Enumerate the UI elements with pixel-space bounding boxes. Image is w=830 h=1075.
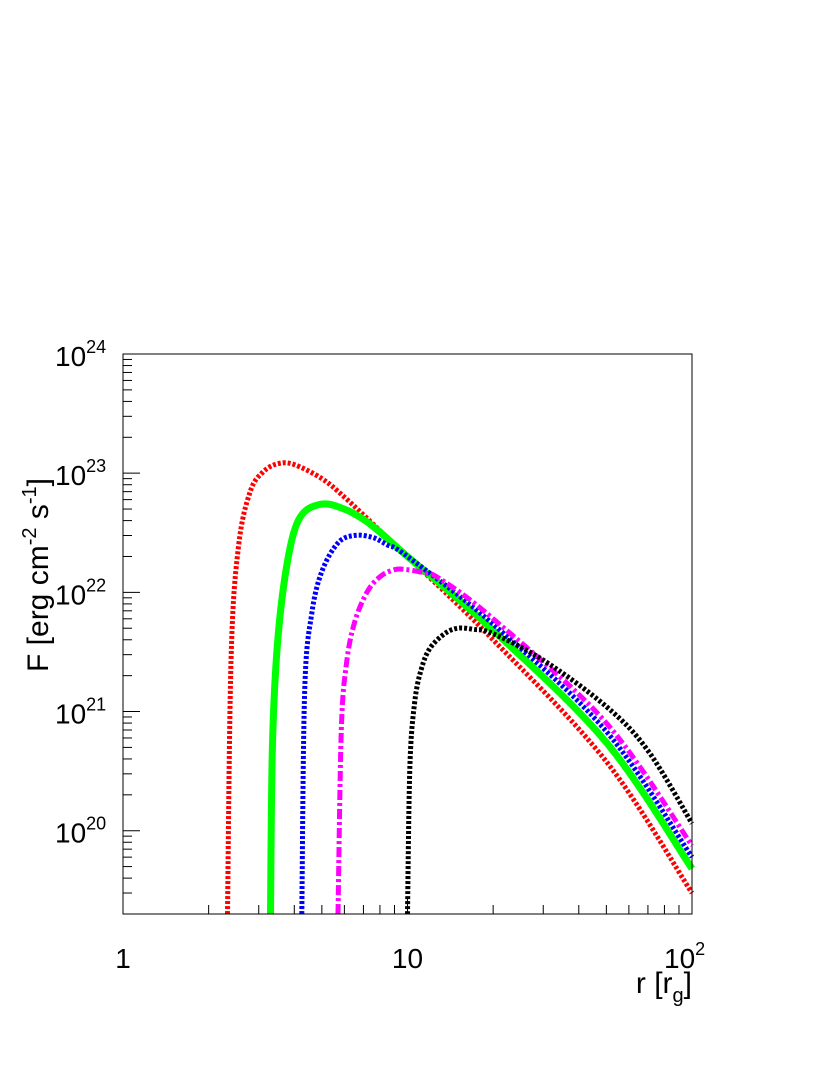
y-tick-label: 1020 <box>55 814 106 849</box>
x-axis-title: r [rg] <box>636 967 692 1007</box>
y-tick-label: 1023 <box>55 456 106 491</box>
axis-tick-labels: 1 10 102 1020 1021 1022 1023 1024 <box>55 337 705 974</box>
y-axis-title: F [erg cm-2 s-1] <box>19 478 55 672</box>
data-curves <box>225 460 695 915</box>
axis-ticks <box>123 358 680 914</box>
x-tick-label: 1 <box>115 943 131 974</box>
series-line-black <box>405 625 695 915</box>
series-line-red <box>225 460 695 915</box>
plot-frame <box>122 353 693 915</box>
plot-frame-border <box>122 353 693 915</box>
y-tick-label: 1024 <box>55 337 106 372</box>
x-tick-label: 10 <box>392 943 423 974</box>
y-tick-label: 1021 <box>55 695 106 730</box>
y-tick-label: 1022 <box>55 575 106 610</box>
x-tick-label: 102 <box>664 939 705 974</box>
series-line-blue <box>299 532 695 915</box>
series-line-green <box>267 500 695 915</box>
